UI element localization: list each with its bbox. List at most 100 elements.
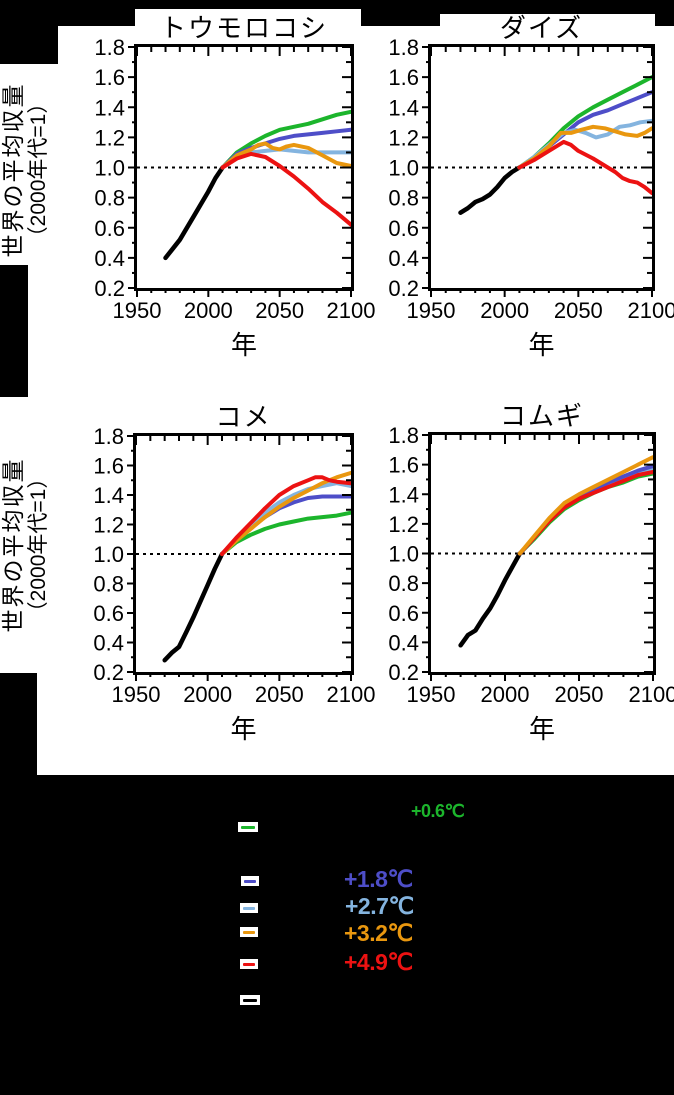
series-maize-t06: [220, 109, 353, 170]
y-axis-label-line1: 世界の平均収量: [0, 458, 26, 633]
series-soybean-historical: [458, 165, 522, 215]
legend-swatch-t06: [238, 822, 258, 832]
legend-line-hist: [242, 998, 258, 1002]
y-tick-label: 0.2: [388, 276, 419, 301]
x-tick-label: 2000: [184, 298, 233, 323]
chart-rice: 1950 2000 2050 2100 0.2 0.4 0.6 0.8 1.0 1.2 1.4 1.6…: [93, 402, 375, 744]
legend-line-t06: [240, 825, 256, 829]
chart-wheat: 1950 2000 2050 2100 0.2 0.4 0.6 0.8 1.0 1.2 1.4 1.6…: [388, 401, 674, 744]
legend-swatch-t27: [240, 903, 258, 913]
white-panel-main: [58, 26, 674, 775]
y-tick-label: 1.0: [93, 542, 124, 567]
x-tick-label: 2050: [554, 298, 603, 323]
y-tick-label: 0.6: [388, 601, 419, 626]
x-axis-label: 年: [529, 714, 555, 744]
y-tick-label: 1.6: [388, 65, 419, 90]
x-tick-label: 2050: [255, 298, 304, 323]
series-rice-t49: [220, 475, 353, 556]
x-tick-label: 2100: [629, 682, 674, 707]
series-soybean-t32: [517, 124, 654, 170]
y-tick-label: 1.2: [388, 512, 419, 537]
y-tick-label: 1.4: [388, 482, 419, 507]
y-tick-label: 0.2: [94, 276, 125, 301]
legend-swatch-hist: [240, 995, 260, 1005]
legend-line-t32: [242, 930, 256, 934]
y-tick-label: 1.4: [94, 95, 125, 120]
x-tick-label: 1950: [407, 682, 456, 707]
series-soybean-t49: [517, 139, 654, 196]
chart-title-rice: コメ: [215, 402, 271, 432]
y-tick-label: 1.8: [93, 424, 124, 449]
series-rice-t06: [220, 510, 353, 556]
x-axis-label: 年: [230, 714, 256, 744]
legend-swatch-t18: [241, 876, 259, 886]
white-panel-title-maize: [135, 9, 361, 29]
legend-swatch-t32: [240, 927, 258, 937]
x-axis-label: 年: [231, 330, 257, 360]
x-tick-label: 1950: [113, 298, 162, 323]
white-panel-ylabel-row1: [0, 64, 58, 265]
series-wheat-t32: [517, 455, 655, 556]
charts-canvas: 1950 2000 2050 2100 0.2 0.4 0.6 0.8 1.0 1.2 1.4 1.6…: [0, 13, 674, 744]
y-tick-label: 0.6: [93, 601, 124, 626]
axis-ticks: [422, 46, 653, 297]
y-axis-label-row1: 世界の平均収量 （2000年代=1）: [0, 83, 50, 258]
x-tick-label: 2050: [255, 682, 304, 707]
legend-line-t27: [242, 906, 256, 910]
series-maize-t32: [220, 141, 353, 170]
y-tick-label: 1.6: [94, 65, 125, 90]
y-tick-label: 0.8: [388, 571, 419, 596]
legend-line-t49: [242, 962, 256, 966]
series-wheat-historical: [458, 551, 523, 648]
series-maize-historical: [163, 165, 225, 261]
axis-ticks: [127, 435, 352, 681]
white-panel-left-strip: [28, 265, 58, 397]
y-tick-label: 1.8: [388, 35, 419, 60]
y-tick-label: 0.2: [93, 660, 124, 685]
x-tick-label: 2000: [183, 682, 232, 707]
y-axis-label-row2: 世界の平均収量 （2000年代=1）: [0, 458, 50, 633]
legend-swatch-t49: [240, 959, 258, 969]
y-tick-label: 1.4: [388, 95, 419, 120]
chart-title-maize: トウモロコシ: [160, 13, 328, 43]
x-tick-label: 2000: [480, 298, 529, 323]
series-maize-t49: [220, 151, 353, 227]
x-tick-label: 2000: [481, 682, 530, 707]
y-tick-label: 0.8: [93, 572, 124, 597]
white-panel-title-soybean: [440, 14, 655, 29]
legend-label-t49: +4.9℃: [344, 949, 413, 975]
chart-maize: 1950 2000 2050 2100 0.2 0.4 0.6 0.8 1.0 1.2 1.4 1.6…: [94, 13, 375, 360]
y-tick-label: 0.4: [93, 631, 124, 656]
y-tick-label: 1.0: [388, 156, 419, 181]
x-tick-label: 2100: [327, 682, 376, 707]
x-tick-label: 1950: [407, 298, 456, 323]
white-panel-left-bottom: [37, 673, 58, 775]
y-tick-label: 1.2: [93, 513, 124, 538]
y-tick-label: 0.6: [388, 216, 419, 241]
x-tick-label: 1950: [112, 682, 161, 707]
chart-title-wheat: コムギ: [500, 401, 584, 431]
y-tick-label: 0.4: [94, 246, 125, 271]
y-axis-label-line2: （2000年代=1）: [27, 93, 50, 248]
y-tick-label: 1.6: [388, 453, 419, 478]
chart-title-soybean: ダイズ: [500, 13, 583, 43]
y-tick-label: 1.8: [388, 423, 419, 448]
legend-line-t18: [243, 879, 257, 883]
legend-label-t06: +0.6℃: [411, 801, 465, 821]
axis-ticks: [422, 434, 654, 681]
series-rice-historical: [162, 551, 225, 663]
axis-ticks: [128, 46, 352, 297]
legend-label-t18: +1.8℃: [344, 866, 413, 892]
y-tick-label: 0.6: [94, 216, 125, 241]
y-tick-label: 1.0: [94, 156, 125, 181]
legend-label-t27: +2.7℃: [345, 893, 414, 919]
x-tick-label: 2100: [327, 298, 376, 323]
y-tick-label: 1.8: [94, 35, 125, 60]
white-panel-ylabel-row2: [0, 397, 58, 673]
x-tick-label: 2050: [555, 682, 604, 707]
y-tick-label: 1.0: [388, 542, 419, 567]
y-tick-label: 1.4: [93, 483, 124, 508]
y-axis-label-line1: 世界の平均収量: [0, 83, 26, 258]
